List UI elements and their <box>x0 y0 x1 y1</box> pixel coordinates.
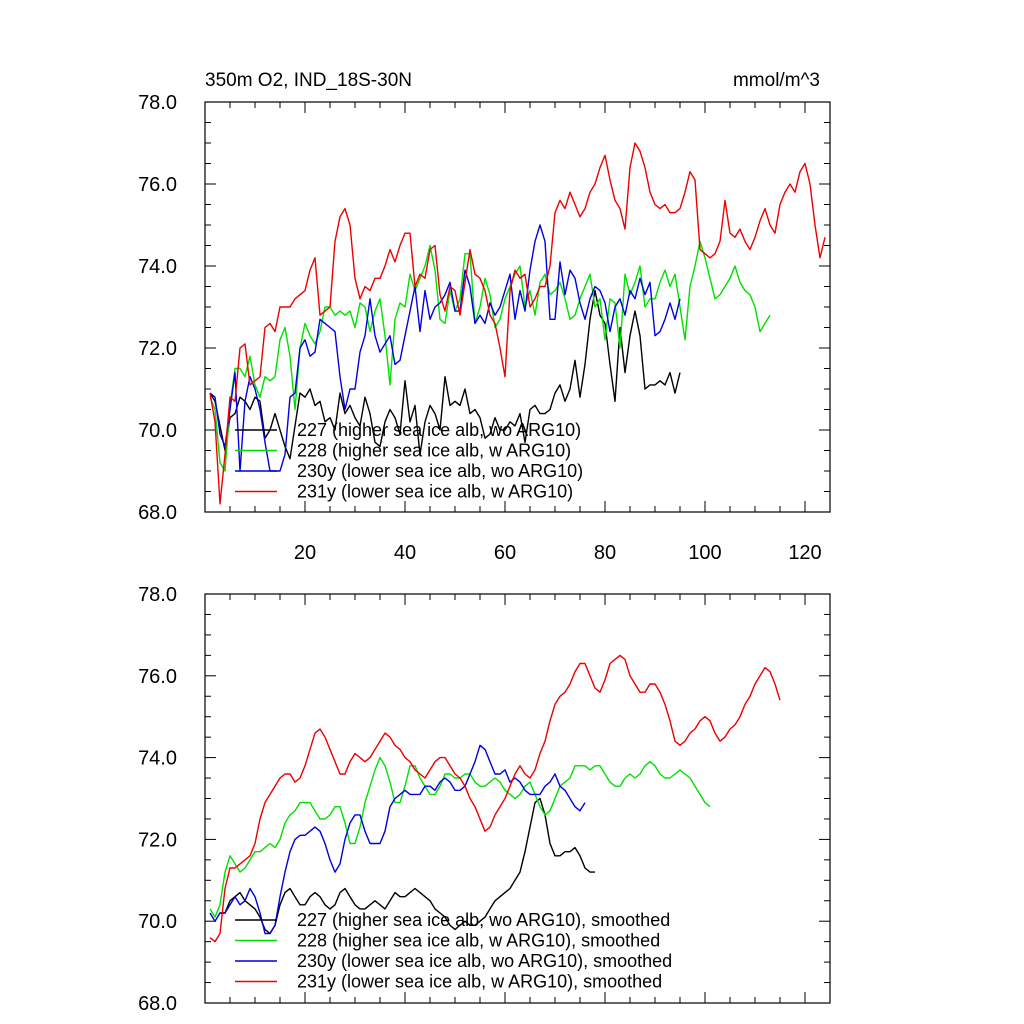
y-tick-label: 76.0 <box>138 666 177 688</box>
units-label: mmol/m^3 <box>733 70 820 91</box>
y-tick-label: 74.0 <box>138 748 177 770</box>
series-line-1 <box>220 797 595 935</box>
y-tick-label: 70.0 <box>138 911 177 933</box>
legend-label: 228 (higher sea ice alb, w ARG10) <box>297 441 571 461</box>
legend-label: 231y (lower sea ice alb, w ARG10), smoot… <box>297 972 662 992</box>
series-line-3 <box>209 224 681 472</box>
series-line-4 <box>209 142 826 505</box>
legend-label: 231y (lower sea ice alb, w ARG10) <box>297 482 573 502</box>
y-tick-label: 78.0 <box>138 584 177 606</box>
x-tick-label: 20 <box>294 542 316 564</box>
y-tick-label: 68.0 <box>138 993 177 1015</box>
legend-label: 227 (higher sea ice alb, wo ARG10), smoo… <box>297 910 670 930</box>
series-line-3 <box>209 744 586 935</box>
bottom-panel: 68.0 70.0 72.0 74.0 76.0 78.0 227 (higher sea … <box>138 584 831 1015</box>
legend-label: 228 (higher sea ice alb, w ARG10), smoot… <box>297 931 660 951</box>
series-line-4 <box>209 654 781 943</box>
y-tick-label: 76.0 <box>138 174 177 196</box>
y-tick-label: 78.0 <box>138 92 177 114</box>
top-panel: 68.0 70.0 72.0 74.0 76.0 78.0 20 40 60 80 100 120 22… <box>138 92 831 564</box>
legend-label: 230y (lower sea ice alb, wo ARG10), smoo… <box>297 951 672 971</box>
chart-title: 350m O2, IND_18S-30N <box>205 70 412 91</box>
x-tick-label: 60 <box>494 542 516 564</box>
x-tick-label: 100 <box>688 542 721 564</box>
y-tick-label: 68.0 <box>138 502 177 524</box>
y-tick-label: 72.0 <box>138 338 177 360</box>
legend-label: 227 (higher sea ice alb, wo ARG10) <box>297 420 581 440</box>
legend-label: 230y (lower sea ice alb, wo ARG10) <box>297 461 583 481</box>
series-line-2 <box>209 240 771 472</box>
x-tick-label: 40 <box>394 542 416 564</box>
x-tick-label: 80 <box>594 542 616 564</box>
x-tick-label: 120 <box>788 542 821 564</box>
y-tick-label: 70.0 <box>138 420 177 442</box>
y-tick-label: 72.0 <box>138 829 177 851</box>
y-tick-label: 74.0 <box>138 256 177 278</box>
